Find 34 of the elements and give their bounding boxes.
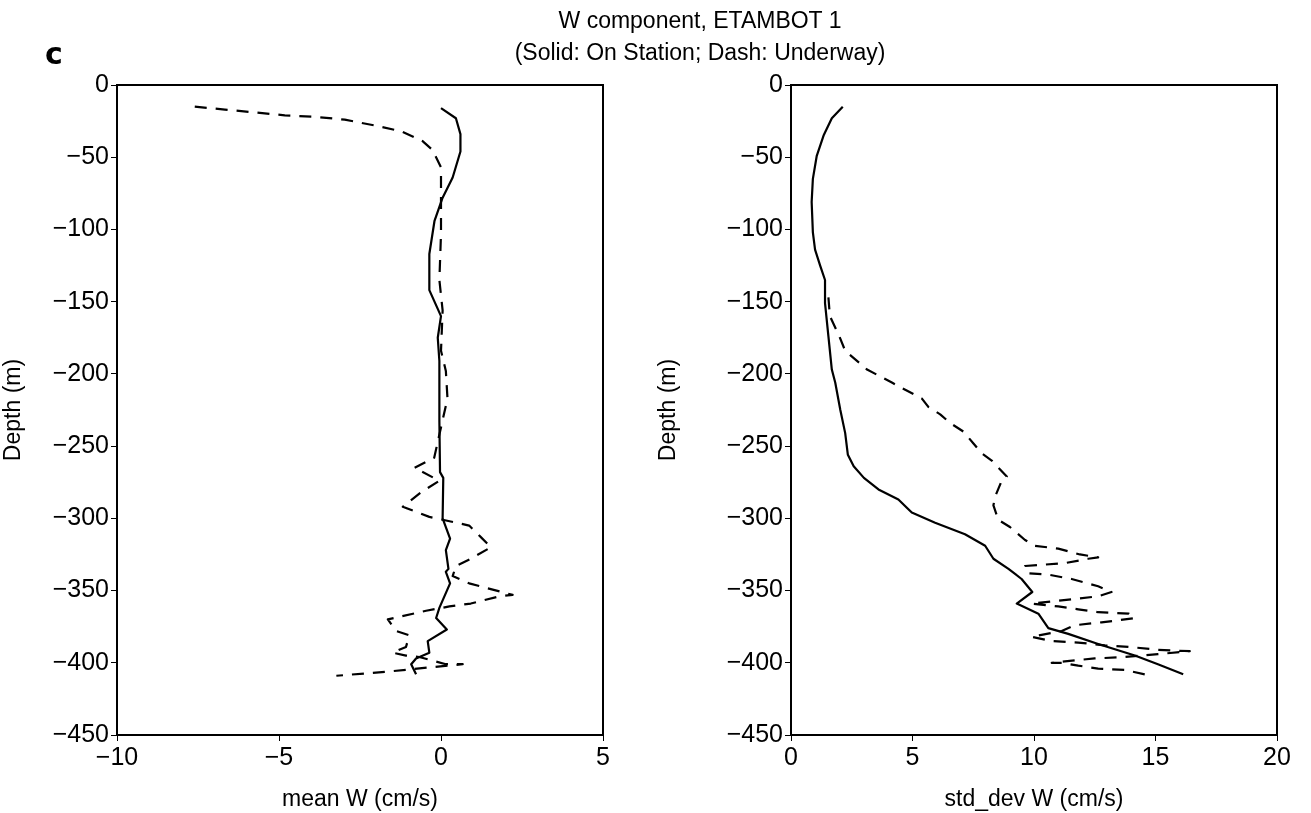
y-tick-label: −50 <box>740 141 783 170</box>
line-series <box>193 105 514 677</box>
y-tick-label: −150 <box>726 285 783 314</box>
y-tick-label: −200 <box>52 357 109 386</box>
y-tick-label: 0 <box>769 68 783 97</box>
y-tick-label: −450 <box>726 718 783 747</box>
text: c <box>45 35 63 71</box>
y-tick-label: −350 <box>726 574 783 603</box>
y-tick-label: −300 <box>52 502 109 531</box>
x-axis-title: mean W (cm/s) <box>282 784 438 811</box>
x-tick-label: −5 <box>264 741 294 770</box>
x-tick-label: 5 <box>905 741 920 770</box>
text: (Solid: On Station; Dash: Underway) <box>513 38 887 66</box>
y-tick-label: −350 <box>52 574 109 603</box>
y-tick-label: −100 <box>726 213 783 242</box>
y-tick-label: −100 <box>52 213 109 242</box>
y-tick-label: −400 <box>52 646 109 675</box>
text: W component, ETAMBOT 1 <box>557 6 843 34</box>
x-tick-label: 10 <box>1020 741 1048 770</box>
x-tick-label: 15 <box>1141 741 1170 770</box>
y-tick-label: 0 <box>95 68 109 97</box>
y-axis-title: Depth (m) <box>654 358 681 462</box>
y-tick-label: −300 <box>726 502 783 531</box>
y-tick-label: −150 <box>52 285 109 314</box>
y-tick-label: −200 <box>726 357 783 386</box>
x-tick-label: 0 <box>434 741 448 770</box>
y-tick-label: −50 <box>66 141 109 170</box>
y-tick-label: −250 <box>52 430 109 458</box>
y-tick-label: −400 <box>726 646 783 675</box>
x-axis-title: std_dev W (cm/s) <box>944 784 1124 811</box>
y-axis-title: Depth (m) <box>0 358 26 462</box>
x-tick-label: 20 <box>1263 741 1291 770</box>
y-tick-label: −250 <box>726 430 783 458</box>
x-tick-label: 5 <box>596 741 610 770</box>
